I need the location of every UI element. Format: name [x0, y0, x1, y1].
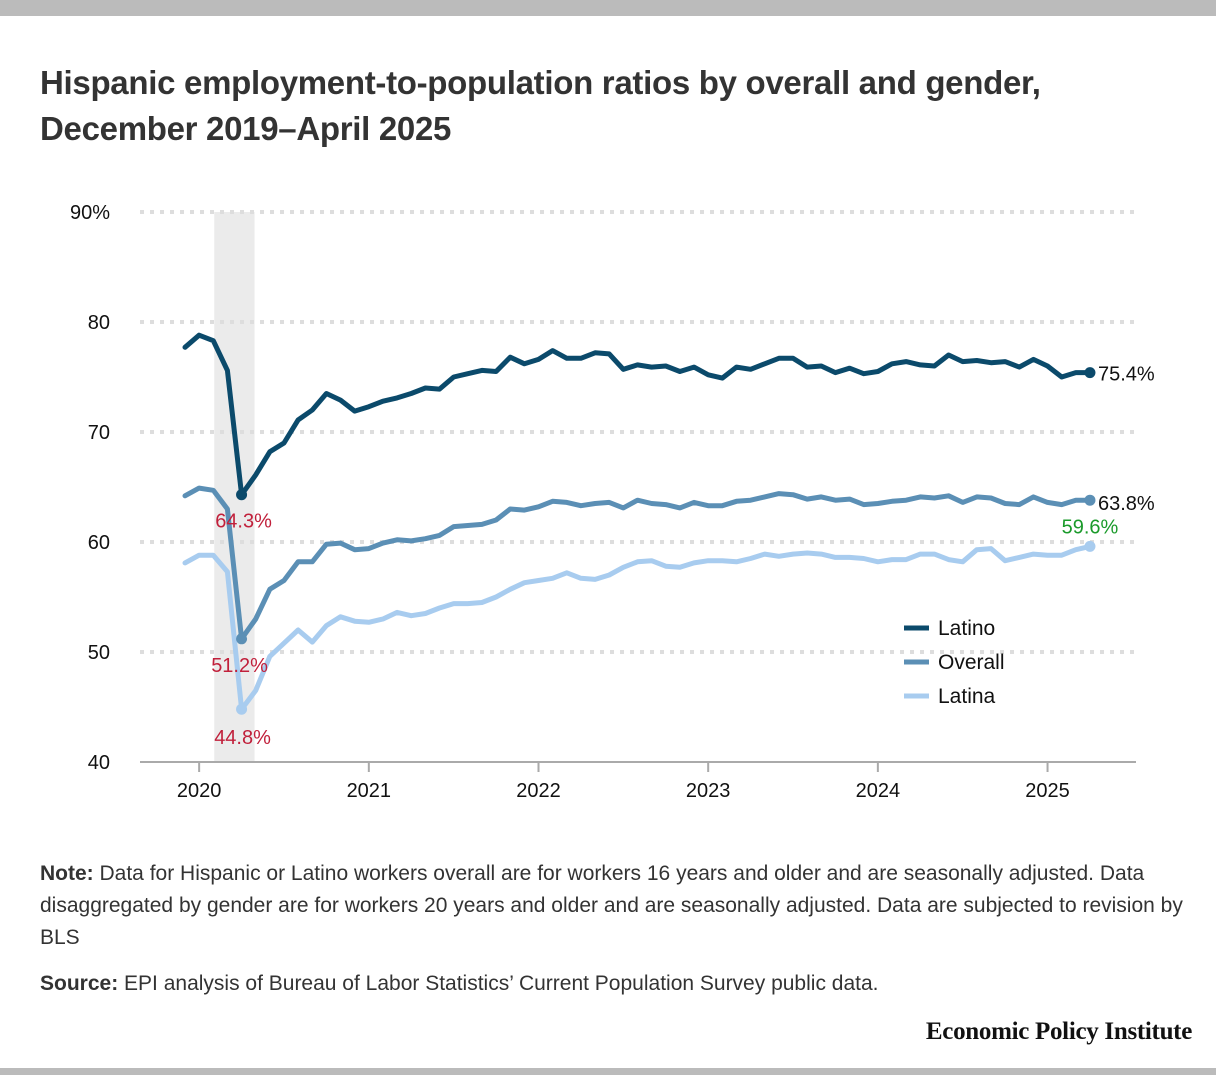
data-label-latino: 75.4% — [1098, 364, 1155, 386]
line-chart: 40 50 60 70 80 90% 2020 2021 2022 2023 2024 2025 6… — [70, 202, 1155, 802]
series-line-latina — [182, 543, 1093, 712]
chart-source: Source: EPI analysis of Bureau of Labor … — [40, 968, 1190, 1000]
x-tick-label: 2023 — [686, 780, 731, 802]
note-text: Data for Hispanic or Latino workers over… — [40, 862, 1183, 949]
x-axis: 2020 2021 2022 2023 2024 2025 — [140, 761, 1136, 802]
legend-label-latino: Latino — [938, 617, 995, 640]
data-annotations: 64.3% 51.2% 44.8% 75.4% 63.8%59.6% — [211, 364, 1155, 750]
x-tick-label: 2024 — [856, 780, 901, 802]
y-tick-label: 70 — [88, 422, 110, 444]
chart-note: Note: Data for Hispanic or Latino worker… — [40, 858, 1190, 954]
y-tick-label: 50 — [88, 642, 110, 664]
x-tick-label: 2021 — [347, 780, 392, 802]
chart-title: Hispanic employment-to-population ratios… — [40, 64, 1041, 147]
x-tick-label: 2025 — [1025, 780, 1070, 802]
x-tick-label: 2022 — [516, 780, 561, 802]
gridlines — [140, 210, 1136, 654]
series-line-latino — [182, 332, 1093, 498]
y-tick-label: 40 — [88, 752, 110, 774]
data-label-latina: 44.8% — [214, 727, 271, 749]
y-tick-label: 60 — [88, 532, 110, 554]
source-text: EPI analysis of Bureau of Labor Statisti… — [118, 972, 879, 995]
data-label-latino: 64.3% — [215, 511, 272, 533]
legend: Latino Overall Latina — [904, 617, 1005, 708]
data-point-latina — [236, 703, 248, 715]
data-point-latino — [1084, 367, 1096, 379]
data-point-overall — [236, 633, 248, 645]
data-point-overall — [1084, 494, 1096, 506]
y-tick-label: 90% — [70, 202, 110, 224]
data-label-latina: 59.6% — [1062, 516, 1119, 538]
top-border — [0, 0, 1216, 16]
series-line-overall — [182, 485, 1093, 642]
x-tick-label: 2020 — [177, 780, 222, 802]
legend-label-latina: Latina — [938, 685, 996, 708]
brand-logo: Economic Policy Institute — [925, 1018, 1192, 1045]
data-point-latina — [1084, 540, 1096, 552]
bottom-border — [0, 1068, 1216, 1075]
note-label: Note: — [40, 862, 94, 885]
series-lines — [182, 332, 1093, 712]
data-label-overall: 51.2% — [211, 655, 268, 677]
y-axis: 40 50 60 70 80 90% — [70, 202, 110, 774]
data-label-overall: 63.8% — [1098, 493, 1155, 515]
source-label: Source: — [40, 972, 119, 995]
data-point-latino — [236, 489, 248, 501]
y-tick-label: 80 — [88, 312, 110, 334]
legend-label-overall: Overall — [938, 651, 1005, 674]
